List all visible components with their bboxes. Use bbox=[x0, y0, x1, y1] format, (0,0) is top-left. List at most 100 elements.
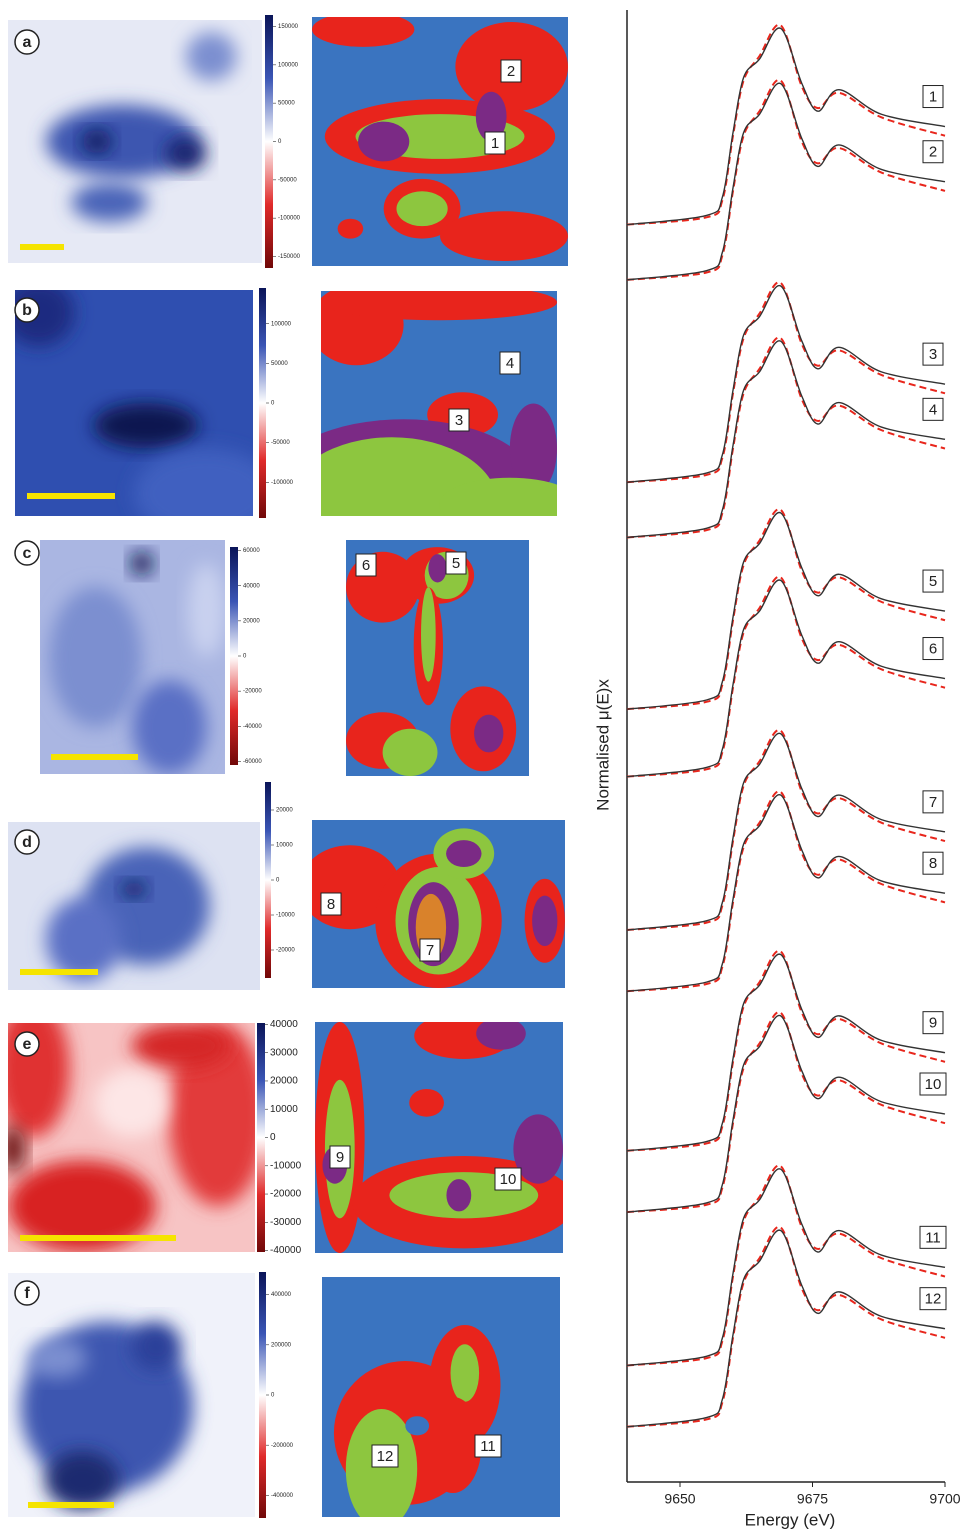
region-label: 9 bbox=[336, 1149, 344, 1166]
region-label: 10 bbox=[500, 1171, 517, 1188]
fit-line bbox=[626, 1225, 946, 1428]
region-label-box bbox=[320, 892, 342, 916]
spectrum-label: 11 bbox=[925, 1229, 941, 1246]
panel-letter: f bbox=[24, 1285, 30, 1302]
region-label-box bbox=[494, 1167, 522, 1191]
cluster-map bbox=[312, 17, 568, 266]
colorbar-tick-label: -200000 bbox=[271, 1443, 294, 1449]
panel-letter-circle bbox=[14, 1280, 40, 1306]
fit-line bbox=[626, 575, 946, 778]
colorbar-tick-label: 400000 bbox=[271, 1292, 292, 1298]
colorbar-tick-label: -40000 bbox=[243, 724, 262, 730]
region-label-box bbox=[474, 1434, 502, 1458]
colorbar-tick-label: -20000 bbox=[243, 689, 262, 695]
spectrum-label: 1 bbox=[929, 89, 937, 106]
cluster-region bbox=[405, 1416, 430, 1436]
region-label-box bbox=[329, 1145, 351, 1169]
colorbar-tick-label: 0 bbox=[271, 1393, 275, 1399]
cluster-region bbox=[475, 91, 507, 142]
cluster-region bbox=[509, 403, 557, 494]
heat-blob bbox=[168, 1023, 255, 1207]
colorbar-tick-label: 40000 bbox=[243, 583, 260, 589]
colorbar-tick-label: 20000 bbox=[243, 618, 260, 624]
cluster-region bbox=[424, 1397, 482, 1493]
heat-blob bbox=[134, 448, 253, 516]
spectrum-line bbox=[626, 27, 946, 226]
heat-blob bbox=[94, 1068, 169, 1138]
colorbar-tick-label: 50000 bbox=[271, 361, 288, 367]
region-label: 3 bbox=[455, 412, 463, 429]
region-label-box bbox=[355, 553, 377, 577]
fit-line bbox=[626, 79, 946, 281]
spectrum-label: 10 bbox=[925, 1076, 942, 1093]
spectrum-label-box bbox=[922, 637, 944, 661]
heat-blob bbox=[93, 403, 199, 449]
cluster-region bbox=[450, 1344, 480, 1402]
colorbar-tick-label: -30000 bbox=[270, 1217, 302, 1228]
fit-line bbox=[626, 281, 946, 484]
panel-letter: e bbox=[23, 1036, 32, 1053]
spectrum-line bbox=[626, 340, 946, 539]
colorbar-tick-label: 20000 bbox=[276, 808, 293, 814]
colorbar-tick-label: -10000 bbox=[276, 913, 295, 919]
spectrum-label: 7 bbox=[929, 794, 937, 811]
spectrum-label-box bbox=[922, 342, 944, 366]
spectrum-label-box bbox=[919, 1072, 947, 1096]
heat-blob bbox=[185, 32, 237, 81]
spectrum-label: 5 bbox=[929, 573, 937, 590]
panel-letter: a bbox=[23, 34, 32, 51]
heat-blob bbox=[71, 182, 148, 222]
x-tick-label: 9675 bbox=[797, 1491, 828, 1507]
cluster-region bbox=[439, 477, 557, 516]
spectrum-line bbox=[626, 285, 946, 483]
panel-letter-circle bbox=[14, 540, 40, 566]
region-label-box bbox=[371, 1444, 399, 1468]
cluster-region bbox=[476, 1022, 526, 1050]
spectrum-label-box bbox=[919, 1225, 947, 1249]
panel-letter-circle bbox=[14, 1031, 40, 1057]
cluster-region bbox=[321, 291, 557, 321]
colorbar bbox=[265, 15, 273, 268]
fit-line bbox=[626, 1011, 946, 1214]
region-label-box bbox=[484, 131, 506, 155]
spectrum-label: 8 bbox=[929, 855, 937, 872]
cluster-region bbox=[337, 218, 364, 239]
colorbar-tick-label: 40000 bbox=[270, 1019, 298, 1030]
cluster-region bbox=[532, 895, 558, 946]
region-label-box bbox=[419, 938, 441, 962]
colorbar bbox=[259, 1272, 266, 1518]
heat-blob bbox=[131, 1321, 181, 1371]
heat-blob bbox=[49, 586, 142, 728]
heat-blob bbox=[27, 1338, 88, 1378]
panel-letter-circle bbox=[14, 829, 40, 855]
colorbar bbox=[257, 1023, 265, 1252]
spectrum-line bbox=[626, 1014, 946, 1213]
fit-line bbox=[626, 949, 946, 1152]
x-tick-label: 9650 bbox=[664, 1491, 695, 1507]
cluster-region bbox=[358, 121, 410, 162]
region-label-box bbox=[448, 408, 470, 432]
colorbar-tick-label: 0 bbox=[271, 401, 275, 407]
cluster-map bbox=[322, 1277, 560, 1517]
cluster-region bbox=[428, 554, 447, 583]
spectrum-label: 12 bbox=[925, 1291, 942, 1308]
spectrum-label: 4 bbox=[929, 401, 937, 418]
spectrum-label-box bbox=[922, 569, 944, 593]
region-label: 6 bbox=[362, 557, 370, 574]
colorbar-tick-label: -150000 bbox=[278, 254, 301, 260]
cluster-region bbox=[474, 714, 504, 753]
y-axis-title: Normalised μ(E)x bbox=[593, 679, 612, 811]
region-label: 2 bbox=[507, 63, 515, 80]
colorbar-tick-label: 60000 bbox=[243, 548, 260, 554]
heat-map bbox=[8, 822, 260, 990]
heat-map bbox=[8, 20, 262, 263]
heat-blob bbox=[188, 563, 225, 657]
spectrum-label: 6 bbox=[929, 641, 937, 658]
colorbar-tick-label: -20000 bbox=[276, 948, 295, 954]
spectrum-label-box bbox=[922, 851, 944, 875]
x-tick-label: 9700 bbox=[929, 1491, 960, 1507]
region-label: 7 bbox=[426, 942, 434, 959]
spectrum-line bbox=[626, 579, 946, 778]
colorbar-tick-label: 10000 bbox=[270, 1104, 298, 1115]
